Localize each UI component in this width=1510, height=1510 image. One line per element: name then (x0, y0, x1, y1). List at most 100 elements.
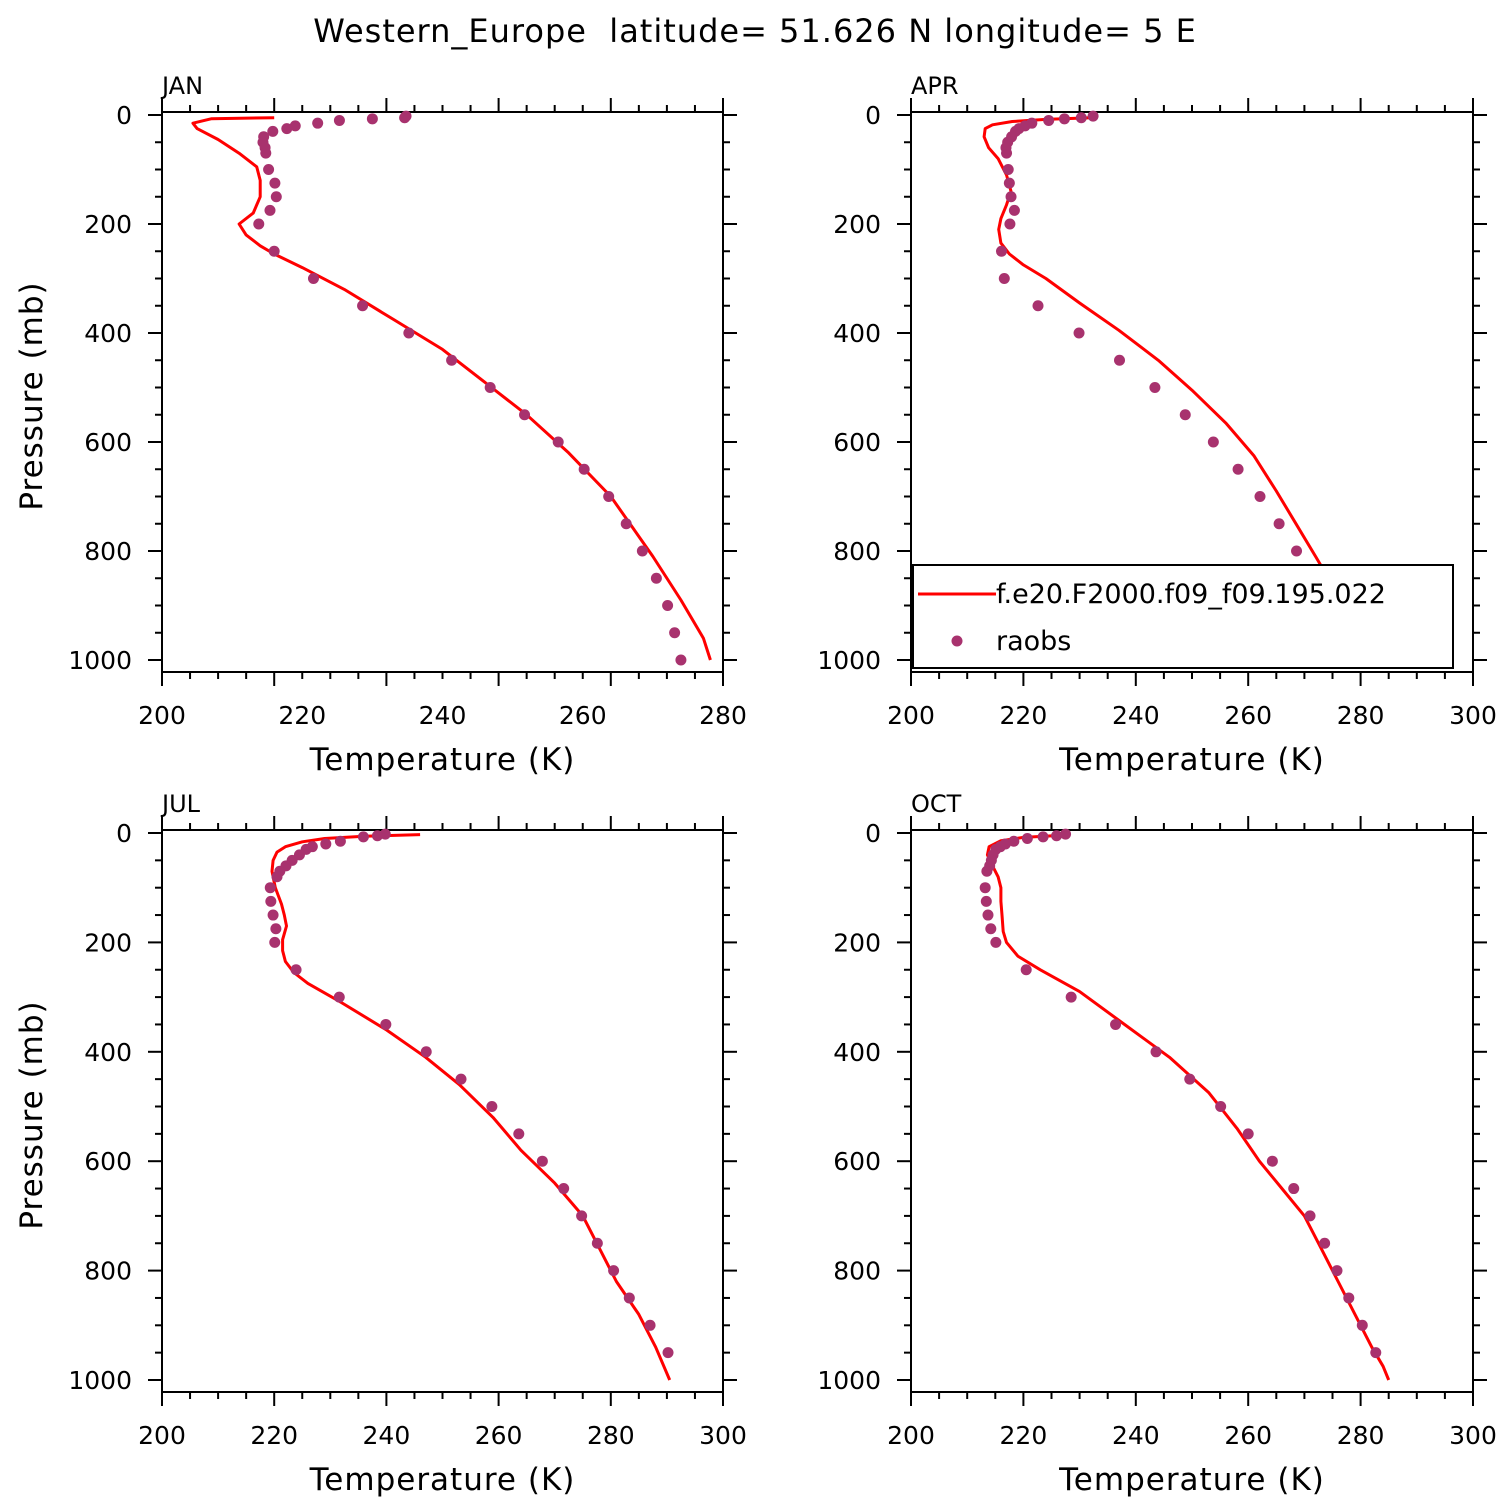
x-tick-label: 240 (363, 1421, 411, 1450)
y-tick-label: 400 (84, 319, 132, 348)
raobs-point (1003, 177, 1015, 189)
raobs-point (998, 273, 1010, 284)
raobs-point (1150, 1046, 1162, 1058)
x-tick-label: 280 (1337, 1421, 1385, 1450)
model-line (985, 833, 1391, 1381)
y-tick-label: 0 (865, 819, 881, 848)
raobs-point (420, 1046, 432, 1058)
raobs-point (1004, 218, 1016, 230)
raobs-point (312, 117, 324, 129)
x-axis-label: Temperature (K) (1058, 742, 1325, 778)
legend-obs-label: raobs (996, 626, 1071, 657)
raobs-point (333, 114, 345, 126)
legend-model-label: f.e20.F2000.f09_f09.195.022 (996, 579, 1386, 610)
x-tick-label: 220 (250, 1421, 298, 1450)
raobs-point (281, 123, 293, 135)
y-tick-label: 200 (833, 210, 881, 239)
raobs-point (1288, 1183, 1300, 1195)
y-tick-label: 200 (833, 928, 881, 957)
panel-label: OCT (911, 790, 962, 818)
x-tick-label: 220 (1000, 1421, 1048, 1450)
legend-raobs-dot-icon (951, 635, 963, 647)
raobs-point (1215, 1101, 1227, 1112)
model-line (982, 116, 1379, 661)
raobs-point (320, 838, 332, 850)
x-tick-label: 280 (587, 1421, 635, 1450)
raobs-point (1051, 830, 1063, 842)
raobs-point (1179, 409, 1191, 421)
raobs-point (636, 545, 648, 557)
raobs-point (669, 627, 681, 639)
raobs-point (1304, 1210, 1316, 1222)
y-tick-label: 800 (833, 537, 881, 566)
raobs-point (1037, 831, 1049, 843)
raobs-point (519, 409, 531, 421)
x-axis-label: Temperature (K) (309, 742, 576, 778)
raobs-point (650, 572, 662, 584)
raobs-point (675, 654, 687, 666)
raobs-point (1319, 1237, 1331, 1249)
raobs-point (253, 218, 265, 230)
raobs-point (995, 245, 1007, 257)
x-tick-label: 260 (1224, 1421, 1272, 1450)
x-tick-label: 240 (1112, 701, 1160, 730)
plot-frame (161, 829, 724, 1393)
y-tick-label: 1000 (68, 1366, 132, 1395)
raobs-point (1043, 114, 1055, 126)
raobs-point (576, 1210, 588, 1222)
panel-label: JUL (160, 790, 201, 818)
raobs-point (1114, 354, 1126, 366)
y-tick-label: 800 (84, 537, 132, 566)
raobs-point (290, 964, 302, 976)
raobs-point (366, 113, 378, 125)
raobs-point (513, 1128, 525, 1140)
raobs-point (1075, 112, 1087, 124)
plot-frame (910, 829, 1474, 1393)
y-tick-label: 200 (84, 210, 132, 239)
raobs-point (265, 895, 277, 907)
raobs-point (403, 327, 415, 339)
raobs-point (264, 882, 276, 894)
y-tick-label: 1000 (68, 646, 132, 675)
raobs-point (264, 204, 276, 216)
raobs-point (357, 831, 369, 843)
raobs-point (980, 895, 992, 907)
y-tick-label: 400 (84, 1038, 132, 1067)
raobs-point (1291, 545, 1303, 557)
raobs-point (455, 1073, 467, 1085)
raobs-point (267, 125, 279, 137)
raobs-point (552, 436, 564, 448)
raobs-point (446, 354, 458, 366)
raobs-point (1021, 832, 1033, 844)
raobs-point (1242, 1128, 1254, 1140)
x-tick-label: 200 (887, 701, 935, 730)
y-tick-label: 800 (833, 1257, 881, 1286)
raobs-point (380, 1018, 392, 1030)
raobs-point (399, 112, 411, 124)
x-tick-label: 240 (419, 701, 467, 730)
x-tick-label: 200 (138, 701, 186, 730)
raobs-point (269, 936, 281, 948)
x-tick-label: 220 (1000, 701, 1048, 730)
raobs-point (1020, 964, 1032, 976)
y-tick-label: 0 (116, 101, 132, 130)
panel-label: JAN (160, 72, 203, 100)
raobs-point (578, 463, 590, 475)
raobs-point (1343, 1292, 1355, 1304)
raobs-point (1060, 828, 1072, 840)
raobs-point (1032, 300, 1044, 312)
x-tick-label: 200 (138, 1421, 186, 1450)
raobs-point (260, 147, 272, 159)
x-tick-label: 280 (699, 701, 747, 730)
panel-label: APR (911, 72, 959, 100)
y-tick-label: 400 (833, 319, 881, 348)
raobs-point (1002, 164, 1014, 175)
raobs-point (269, 177, 281, 189)
raobs-point (1254, 491, 1266, 502)
y-tick-label: 600 (84, 428, 132, 457)
raobs-point (982, 909, 994, 921)
raobs-point (662, 1347, 674, 1359)
raobs-point (1331, 1265, 1343, 1277)
